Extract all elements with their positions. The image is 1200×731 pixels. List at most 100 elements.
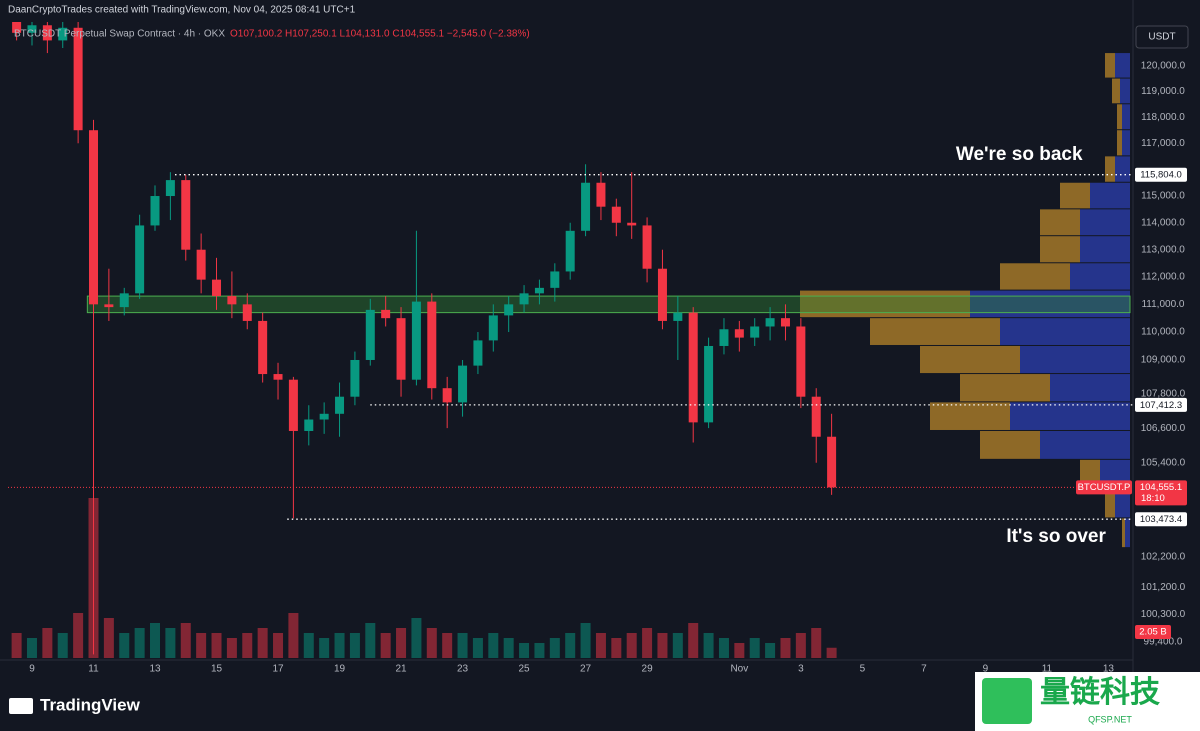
candle-body xyxy=(288,379,298,431)
candle-body xyxy=(58,27,68,41)
profile-up xyxy=(1115,156,1130,182)
volume-bar xyxy=(26,638,37,658)
profile-down xyxy=(920,345,1020,374)
volume-bar xyxy=(457,633,468,658)
profile-down xyxy=(1105,488,1115,518)
candle-body xyxy=(719,329,729,346)
candle-body xyxy=(811,396,821,437)
candle-body xyxy=(519,293,529,305)
candle-body xyxy=(411,301,421,380)
volume-bar xyxy=(57,633,68,658)
y-tick-label: 105,400.0 xyxy=(1141,457,1186,468)
candle-body xyxy=(827,436,837,488)
volume-bar xyxy=(150,623,161,658)
candle-body xyxy=(335,396,345,414)
zone xyxy=(86,295,1131,314)
volume-bar xyxy=(103,618,114,658)
volume-bar xyxy=(795,633,806,658)
candle-body xyxy=(396,318,406,380)
watermark-logo xyxy=(982,678,1032,724)
candle-body xyxy=(365,309,375,360)
candle-body xyxy=(12,22,22,33)
candle-body xyxy=(73,27,83,131)
candle-body xyxy=(704,345,714,423)
y-tick-label: 115,000.0 xyxy=(1141,191,1185,202)
watermark-url: QFSP.NET xyxy=(1088,714,1132,724)
level-label: 103,473.4 xyxy=(1140,514,1182,525)
currency-box xyxy=(1135,25,1189,49)
volume-bar xyxy=(642,628,653,658)
volume-bar xyxy=(718,638,729,658)
countdown: 18:10 xyxy=(1141,493,1165,504)
volume-label-box xyxy=(1135,625,1171,639)
volume-bar xyxy=(396,628,407,658)
profile-down xyxy=(960,374,1050,402)
volume-bar xyxy=(672,633,683,658)
candle-body xyxy=(135,225,145,294)
symbol: BTCUSDT Perpetual Swap Contract · 4h · O… xyxy=(14,29,225,40)
x-tick-label: 15 xyxy=(211,664,223,675)
volume-bar xyxy=(442,633,453,658)
x-tick-label: 29 xyxy=(642,664,654,675)
volume-bar xyxy=(42,628,53,658)
candle-body xyxy=(581,182,591,231)
y-tick-label: 112,000.0 xyxy=(1141,272,1185,283)
credit: DaanCryptoTrades created with TradingVie… xyxy=(8,5,356,16)
brand: TradingView xyxy=(40,695,141,714)
profile-down xyxy=(930,402,1010,430)
last-price-box xyxy=(1135,480,1187,506)
profile-up xyxy=(1000,318,1130,345)
volume-bar xyxy=(703,633,714,658)
volume-bar xyxy=(380,633,391,658)
y-tick-label: 120,000.0 xyxy=(1141,60,1186,71)
annotation: We're so back xyxy=(956,144,1083,165)
volume-bar xyxy=(411,618,422,658)
volume-bar xyxy=(349,633,360,658)
profile-down xyxy=(1112,78,1120,104)
candle-body xyxy=(119,293,129,308)
level-label-box xyxy=(1135,167,1187,182)
candle-body xyxy=(42,25,52,41)
volume-bar xyxy=(365,623,376,658)
level-label-box xyxy=(1135,397,1187,412)
candle-body xyxy=(227,296,237,305)
y-tick-label: 101,200.0 xyxy=(1141,582,1186,593)
candle-body xyxy=(258,320,268,375)
volume-bar xyxy=(549,638,560,658)
volume-bar xyxy=(165,628,176,658)
candle-body xyxy=(381,309,391,319)
profile-up xyxy=(1090,182,1130,209)
profile-down xyxy=(1105,156,1115,182)
candle-body xyxy=(534,287,544,294)
x-tick-label: 17 xyxy=(272,664,284,675)
y-tick-label: 117,000.0 xyxy=(1141,138,1185,149)
candle-body xyxy=(796,326,806,397)
x-tick-label: 7 xyxy=(921,664,927,675)
candle-body xyxy=(780,318,790,327)
volume-bar xyxy=(780,638,791,658)
x-tick-label: 25 xyxy=(518,664,530,675)
candle-body xyxy=(765,318,775,327)
candle-body xyxy=(673,312,683,321)
candle-body xyxy=(212,279,222,297)
volume-bar xyxy=(257,628,268,658)
candle-body xyxy=(504,304,514,316)
level-label-box xyxy=(1135,512,1187,527)
volume-bar xyxy=(688,623,699,658)
candle-body xyxy=(196,249,206,280)
profile-down xyxy=(1105,53,1115,78)
candle-body xyxy=(550,271,560,288)
candle-body xyxy=(304,419,314,431)
profile-up xyxy=(1122,130,1130,156)
currency[interactable]: USDT xyxy=(1148,32,1175,43)
volume-bar xyxy=(503,638,514,658)
x-tick-label: 27 xyxy=(580,664,592,675)
profile-up xyxy=(1020,345,1130,374)
profile-down xyxy=(1040,236,1080,263)
y-tick-label: 99,400.0 xyxy=(1144,637,1183,648)
x-tick-label: 23 xyxy=(457,664,469,675)
volume-bar xyxy=(565,633,576,658)
candle-body xyxy=(150,196,160,226)
plot-area xyxy=(11,22,1131,658)
